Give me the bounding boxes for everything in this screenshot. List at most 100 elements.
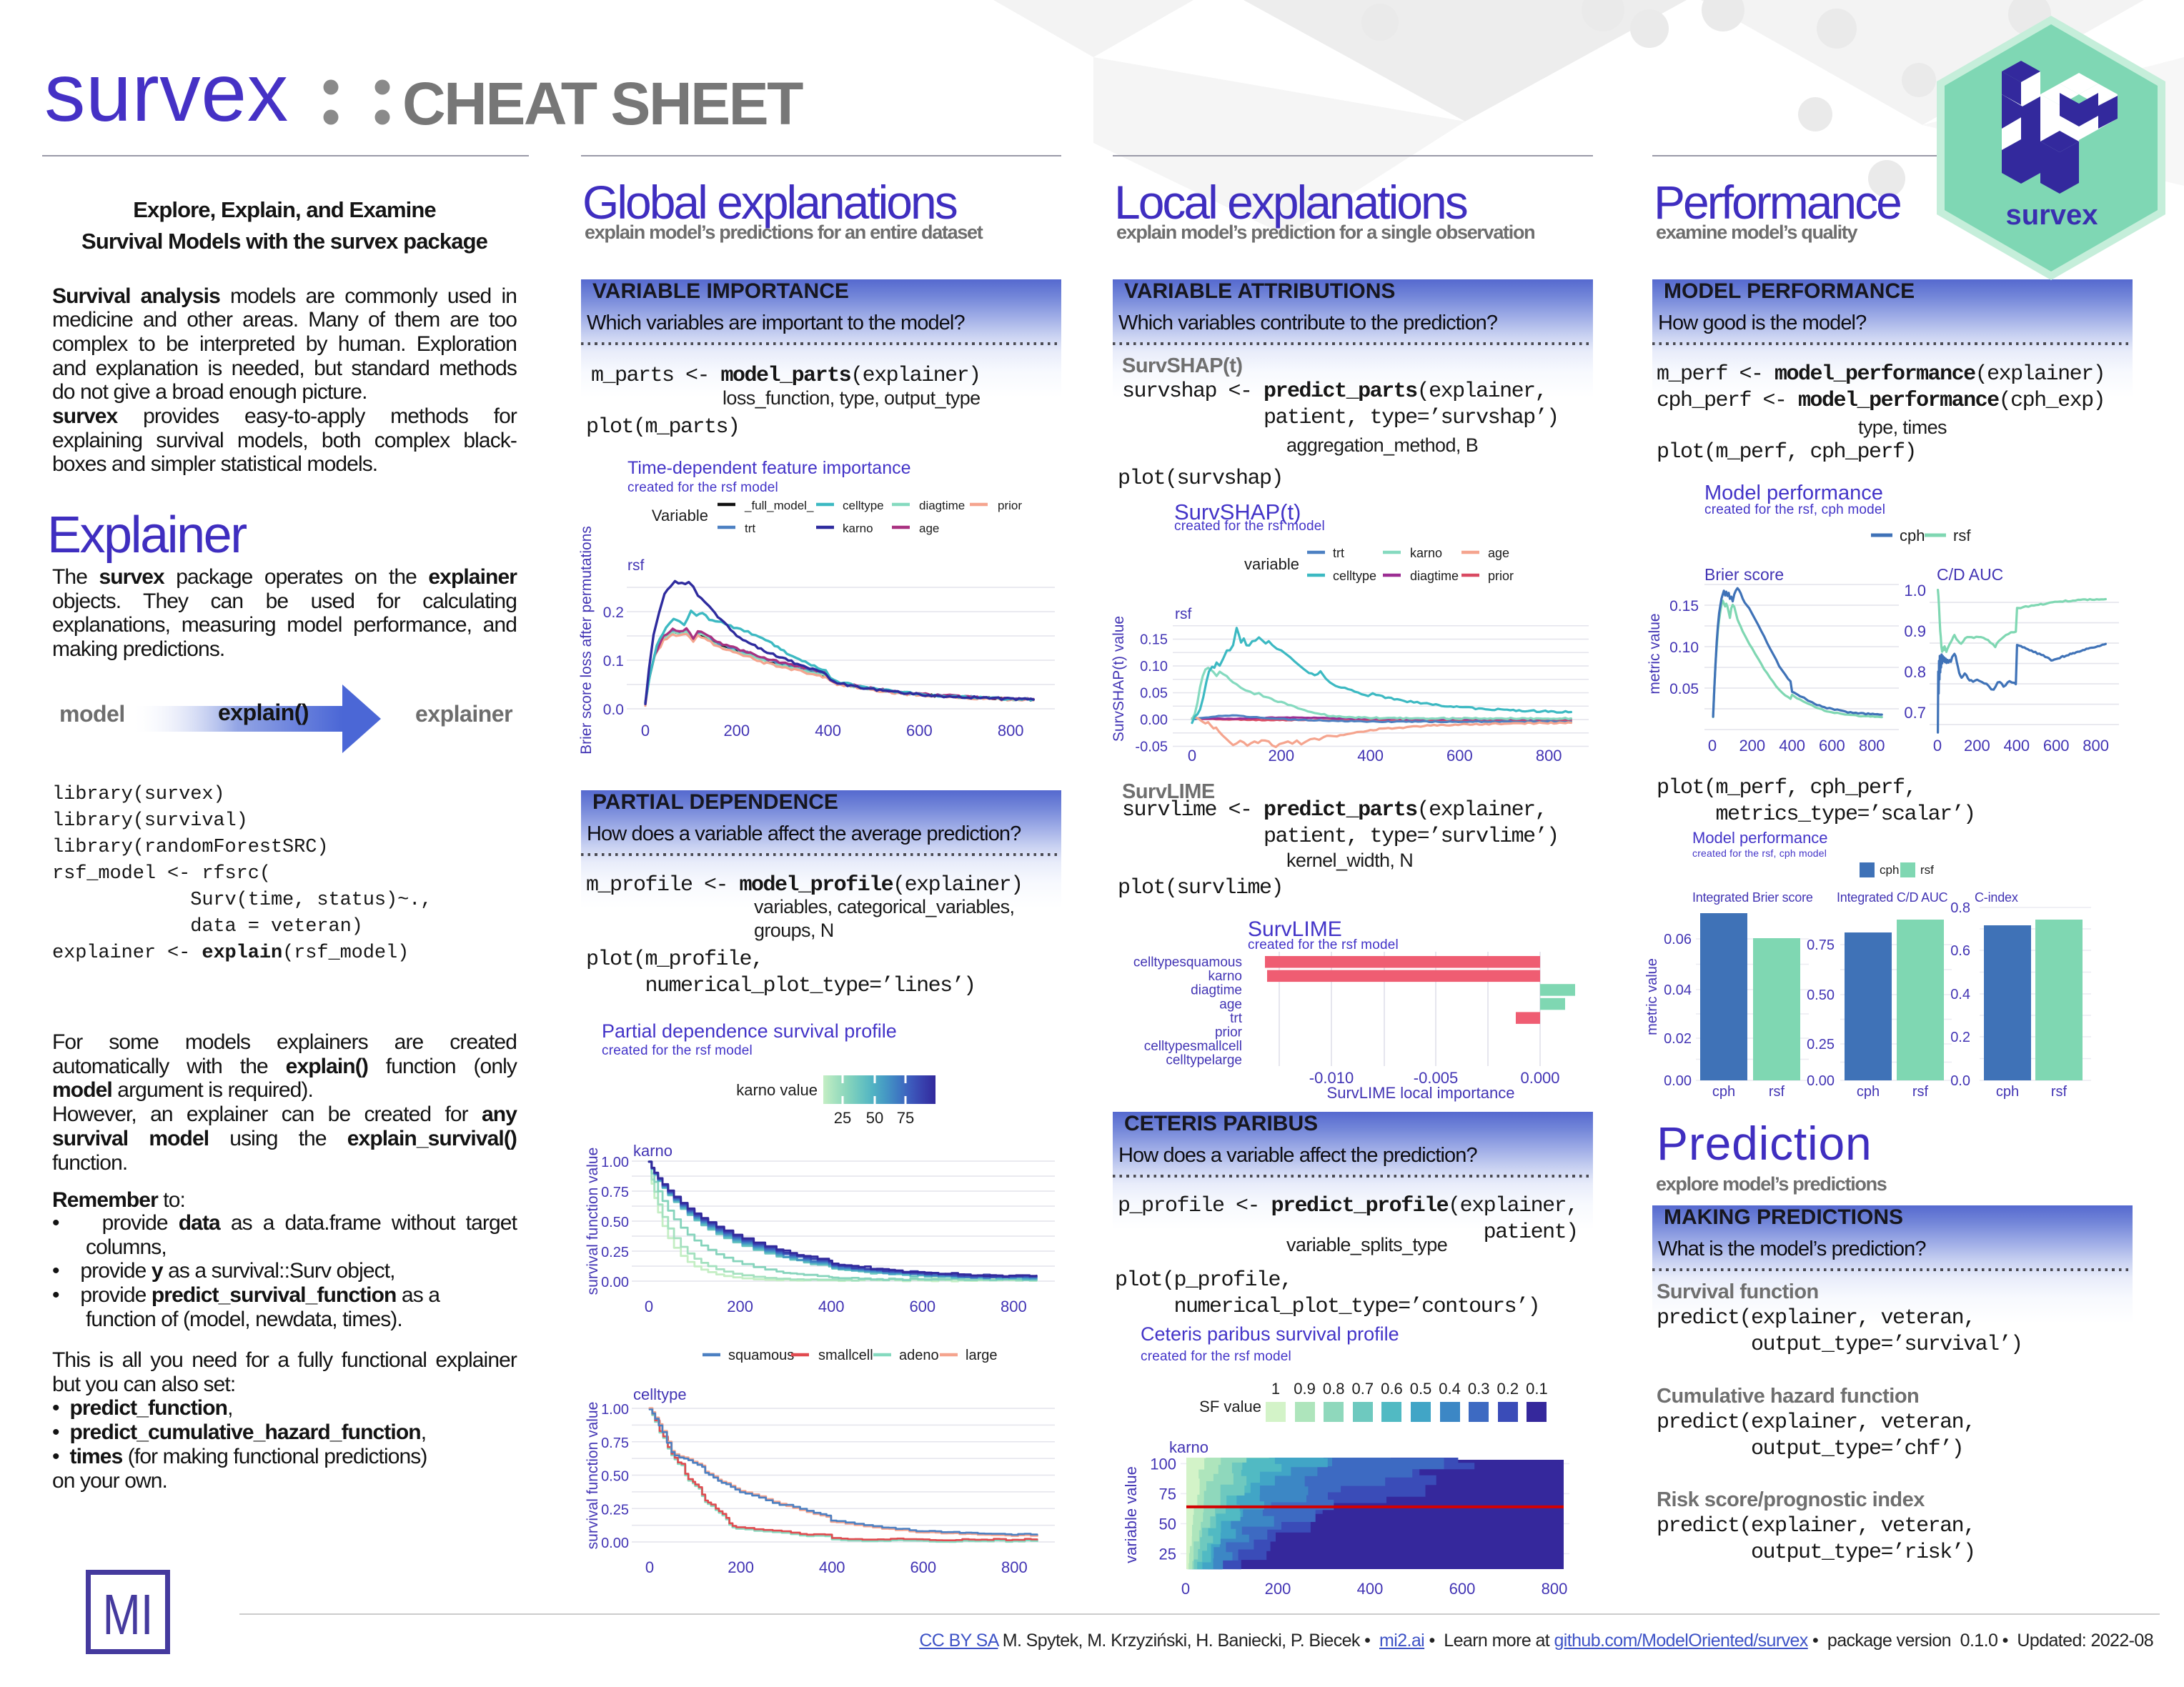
svg-text:0.75: 0.75 <box>601 1435 629 1451</box>
svg-text:400: 400 <box>1357 1580 1384 1598</box>
svg-text:400: 400 <box>818 1298 845 1315</box>
svg-text:600: 600 <box>2043 737 2070 755</box>
svg-text:800: 800 <box>1542 1580 1568 1598</box>
svg-text:0.04: 0.04 <box>1664 982 1692 998</box>
svg-text:400: 400 <box>819 1558 845 1576</box>
svg-text:800: 800 <box>998 722 1024 740</box>
svg-text:0.00: 0.00 <box>1664 1073 1692 1089</box>
svg-text:0.5: 0.5 <box>1410 1380 1432 1398</box>
svg-text:0.25: 0.25 <box>1807 1037 1835 1052</box>
svg-text:0.2: 0.2 <box>1950 1030 1970 1045</box>
svg-text:Variable: Variable <box>652 507 708 524</box>
svg-text:0.7: 0.7 <box>1352 1380 1374 1398</box>
svg-text:C-index: C-index <box>1975 890 2018 905</box>
svg-text:0.75: 0.75 <box>1807 937 1835 953</box>
svg-text:cph: cph <box>1996 1084 2019 1100</box>
svg-text:karno: karno <box>633 1142 672 1160</box>
svg-text:Brier score: Brier score <box>1704 565 1784 584</box>
svg-text:600: 600 <box>1449 1580 1476 1598</box>
svg-text:0.50: 0.50 <box>601 1215 629 1230</box>
svg-text:0.00: 0.00 <box>601 1536 629 1551</box>
svg-text:600: 600 <box>906 722 933 740</box>
svg-text:0.7: 0.7 <box>1904 704 1926 722</box>
svg-text:rsf: rsf <box>1920 863 1934 877</box>
svg-text:75: 75 <box>897 1109 914 1127</box>
svg-text:age: age <box>1488 546 1509 560</box>
svg-text:800: 800 <box>1001 1558 1028 1576</box>
svg-text:800: 800 <box>1859 737 1885 755</box>
svg-text:200: 200 <box>728 1558 754 1576</box>
svg-text:Brier score loss after permuta: Brier score loss after permutations <box>578 526 595 755</box>
svg-text:0.3: 0.3 <box>1468 1380 1490 1398</box>
svg-text:large: large <box>966 1348 997 1363</box>
svg-text:SurvSHAP(t) value: SurvSHAP(t) value <box>1111 616 1127 742</box>
svg-text:celltype: celltype <box>633 1385 687 1403</box>
svg-text:0.0: 0.0 <box>603 702 624 718</box>
svg-text:200: 200 <box>723 722 750 740</box>
svg-text:survival function value: survival function value <box>585 1148 601 1295</box>
svg-text:200: 200 <box>1268 747 1294 765</box>
svg-text:75: 75 <box>1159 1485 1176 1503</box>
svg-text:karno: karno <box>1410 546 1442 560</box>
svg-text:0: 0 <box>1708 737 1717 755</box>
svg-text:1.00: 1.00 <box>601 1155 629 1170</box>
svg-text:400: 400 <box>815 722 841 740</box>
svg-text:0.9: 0.9 <box>1904 622 1926 640</box>
svg-text:celltype: celltype <box>1333 569 1376 583</box>
svg-text:0.10: 0.10 <box>1669 640 1699 656</box>
svg-text:0.1: 0.1 <box>1526 1380 1548 1398</box>
svg-text:0.00: 0.00 <box>1140 712 1168 728</box>
svg-text:trt: trt <box>1333 546 1344 560</box>
svg-text:0.8: 0.8 <box>1323 1380 1345 1398</box>
svg-text:0.50: 0.50 <box>1807 987 1835 1003</box>
svg-text:0.06: 0.06 <box>1664 932 1692 947</box>
svg-text:celltypesquamous: celltypesquamous <box>1133 955 1242 970</box>
svg-text:0.6: 0.6 <box>1950 943 1970 959</box>
svg-text:100: 100 <box>1150 1455 1176 1473</box>
svg-text:prior: prior <box>998 499 1022 512</box>
svg-text:0.05: 0.05 <box>1140 686 1168 702</box>
svg-text:50: 50 <box>866 1109 883 1127</box>
svg-text:0.10: 0.10 <box>1140 659 1168 675</box>
svg-text:0: 0 <box>1188 747 1196 765</box>
svg-text:Integrated Brier score: Integrated Brier score <box>1692 890 1813 905</box>
svg-text:0.4: 0.4 <box>1439 1380 1461 1398</box>
svg-text:1.00: 1.00 <box>601 1402 629 1418</box>
svg-text:0.6: 0.6 <box>1381 1380 1403 1398</box>
svg-text:0: 0 <box>1933 737 1942 755</box>
svg-text:0.15: 0.15 <box>1669 598 1699 614</box>
svg-text:600: 600 <box>910 1558 936 1576</box>
svg-text:0.2: 0.2 <box>1497 1380 1519 1398</box>
svg-text:0: 0 <box>645 1298 653 1315</box>
svg-text:SF value: SF value <box>1199 1398 1261 1415</box>
svg-text:600: 600 <box>909 1298 935 1315</box>
svg-text:0.05: 0.05 <box>1669 681 1699 697</box>
svg-text:diagtime: diagtime <box>1191 983 1242 998</box>
svg-text:0.9: 0.9 <box>1294 1380 1316 1398</box>
svg-text:celltype: celltype <box>843 499 884 512</box>
svg-text:adeno: adeno <box>899 1348 939 1363</box>
svg-text:trt: trt <box>745 522 755 535</box>
svg-text:karno: karno <box>1208 969 1242 984</box>
svg-text:karno: karno <box>843 522 873 535</box>
svg-text:karno value: karno value <box>736 1081 818 1099</box>
svg-text:rsf: rsf <box>627 557 644 574</box>
svg-text:survival function value: survival function value <box>585 1402 601 1550</box>
svg-text:0.0: 0.0 <box>1950 1073 1970 1089</box>
svg-text:0.2: 0.2 <box>603 604 624 621</box>
svg-text:400: 400 <box>1779 737 1805 755</box>
svg-text:0: 0 <box>641 722 650 740</box>
svg-text:rsf: rsf <box>1953 527 1971 544</box>
svg-text:200: 200 <box>1265 1580 1291 1598</box>
svg-text:rsf: rsf <box>1912 1084 1929 1100</box>
svg-text:0.1: 0.1 <box>603 653 624 670</box>
svg-text:0: 0 <box>1181 1580 1190 1598</box>
svg-text:0.02: 0.02 <box>1664 1031 1692 1047</box>
svg-text:0.4: 0.4 <box>1950 987 1970 1002</box>
svg-text:0.000: 0.000 <box>1520 1069 1559 1087</box>
svg-text:cph: cph <box>1880 863 1899 877</box>
svg-text:celltypelarge: celltypelarge <box>1166 1053 1242 1068</box>
svg-text:age: age <box>1219 997 1242 1012</box>
svg-text:400: 400 <box>1357 747 1384 765</box>
svg-text:age: age <box>919 522 939 535</box>
